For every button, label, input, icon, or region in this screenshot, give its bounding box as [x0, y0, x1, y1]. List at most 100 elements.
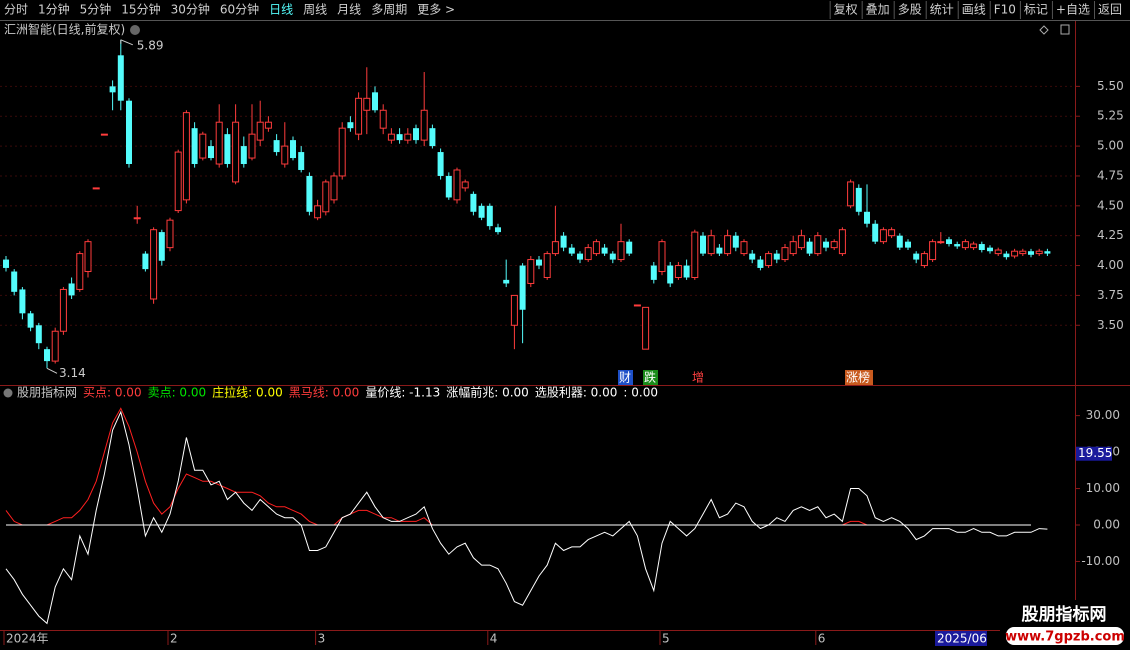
candle-body [51, 330, 59, 362]
candle-body [396, 134, 403, 141]
candle-body [232, 121, 240, 183]
candle-body [913, 253, 920, 260]
event-marker-bg[interactable] [618, 370, 633, 385]
event-marker-bg[interactable] [643, 370, 658, 385]
candle-body [355, 97, 363, 135]
candle-body [781, 247, 789, 261]
candle-body [256, 121, 264, 141]
panel-icon[interactable] [1060, 24, 1070, 35]
legend-entry: 买点: 0.00 [83, 386, 142, 400]
toolbar-button[interactable]: 标记 [1024, 3, 1048, 17]
candle-body [150, 229, 158, 300]
cursor-date: 2025/06 [937, 632, 987, 646]
candle-body [92, 187, 100, 190]
candle-body [560, 235, 567, 248]
candle-body [691, 231, 699, 278]
toolbar-button[interactable]: 复权 [834, 3, 858, 17]
candle-body [306, 175, 313, 212]
candle-body [84, 241, 92, 273]
candle-body [626, 241, 633, 254]
candle-body [617, 241, 625, 261]
y-tick-label: 5.25 [1097, 109, 1124, 123]
candle-body [551, 241, 559, 255]
cursor-date-box [935, 631, 987, 646]
candle-body [379, 109, 387, 129]
candle-body [27, 313, 34, 328]
candle-body [224, 134, 231, 165]
candle-body [823, 241, 829, 248]
event-marker[interactable]: 跌 [644, 370, 656, 385]
legend-entry: 庄拉线: 0.00 [212, 385, 283, 400]
candle-body [59, 288, 67, 332]
candle-body [789, 241, 797, 255]
legend-entry: 卖点: 0.00 [148, 386, 207, 400]
period-tab[interactable]: 1分钟 [38, 2, 70, 17]
title-icon[interactable] [130, 25, 140, 35]
toolbar-button[interactable]: 返回 [1098, 3, 1122, 17]
event-marker[interactable]: 涨榜 [846, 370, 870, 385]
candle-body [584, 247, 592, 261]
candle-body [290, 140, 296, 159]
candle-body [732, 235, 739, 248]
candle-body [864, 211, 870, 224]
legend-entry: : 0.00 [623, 386, 658, 400]
period-tab[interactable]: 更多 > [417, 3, 455, 17]
period-tab[interactable]: 60分钟 [220, 2, 259, 17]
candle-body [937, 241, 945, 244]
candle-body [76, 253, 84, 290]
candle-body [724, 235, 732, 255]
candle-body [100, 133, 108, 136]
period-tab[interactable]: 15分钟 [121, 2, 160, 17]
event-marker[interactable]: 增 [692, 371, 704, 385]
period-tab[interactable]: 多周期 [371, 3, 407, 17]
candle-body [330, 175, 338, 201]
candle-body [503, 279, 510, 284]
toolbar-button[interactable]: +自选 [1056, 3, 1090, 17]
candle-body [322, 181, 330, 213]
x-tick-label: 5 [662, 632, 670, 646]
indicator-icon[interactable] [3, 388, 13, 398]
candle-body [133, 217, 141, 220]
candle-body [1003, 253, 1010, 258]
y-tick-label: 4.75 [1097, 168, 1124, 182]
candle-body [158, 232, 165, 261]
candle-body [888, 229, 896, 237]
toolbar-button[interactable]: 多股 [898, 3, 922, 17]
candle-body [453, 169, 461, 201]
y-tick-label: 3.50 [1097, 318, 1124, 332]
event-marker-bg[interactable] [691, 370, 706, 385]
period-tab[interactable]: 5分钟 [80, 2, 112, 17]
candle-body [174, 151, 182, 212]
toolbar-button[interactable]: F10 [994, 3, 1016, 17]
candle-body [797, 235, 805, 249]
cursor-value-box [1076, 446, 1112, 461]
event-marker[interactable]: 财 [619, 371, 631, 385]
period-tab[interactable]: 30分钟 [171, 2, 210, 17]
candle-body [1028, 251, 1034, 255]
event-marker-bg[interactable] [845, 370, 873, 385]
candle-body [208, 146, 214, 159]
toolbar-button[interactable]: 统计 [930, 3, 954, 17]
candle-body [281, 145, 289, 165]
toolbar-button[interactable]: 叠加 [866, 3, 890, 17]
high-label: 5.89 [137, 38, 164, 52]
period-tab[interactable]: 月线 [337, 3, 361, 17]
candle-body [536, 259, 542, 266]
candle-body [248, 133, 256, 159]
candle-body [674, 265, 682, 278]
candle-body [838, 229, 846, 255]
diamond-icon[interactable] [1039, 25, 1049, 35]
candle-body [700, 235, 706, 254]
period-tab[interactable]: 日线 [269, 3, 293, 17]
candle-body [264, 121, 272, 129]
watermark-url: www.7gpzb.com [1005, 630, 1125, 645]
toolbar-button[interactable]: 画线 [962, 3, 986, 17]
x-tick-label: 6 [818, 632, 826, 646]
period-tab[interactable]: 分时 [4, 3, 28, 17]
candle-body [527, 259, 535, 284]
period-tab[interactable]: 周线 [303, 3, 327, 17]
candle-body [3, 259, 9, 268]
candle-body [970, 243, 978, 249]
